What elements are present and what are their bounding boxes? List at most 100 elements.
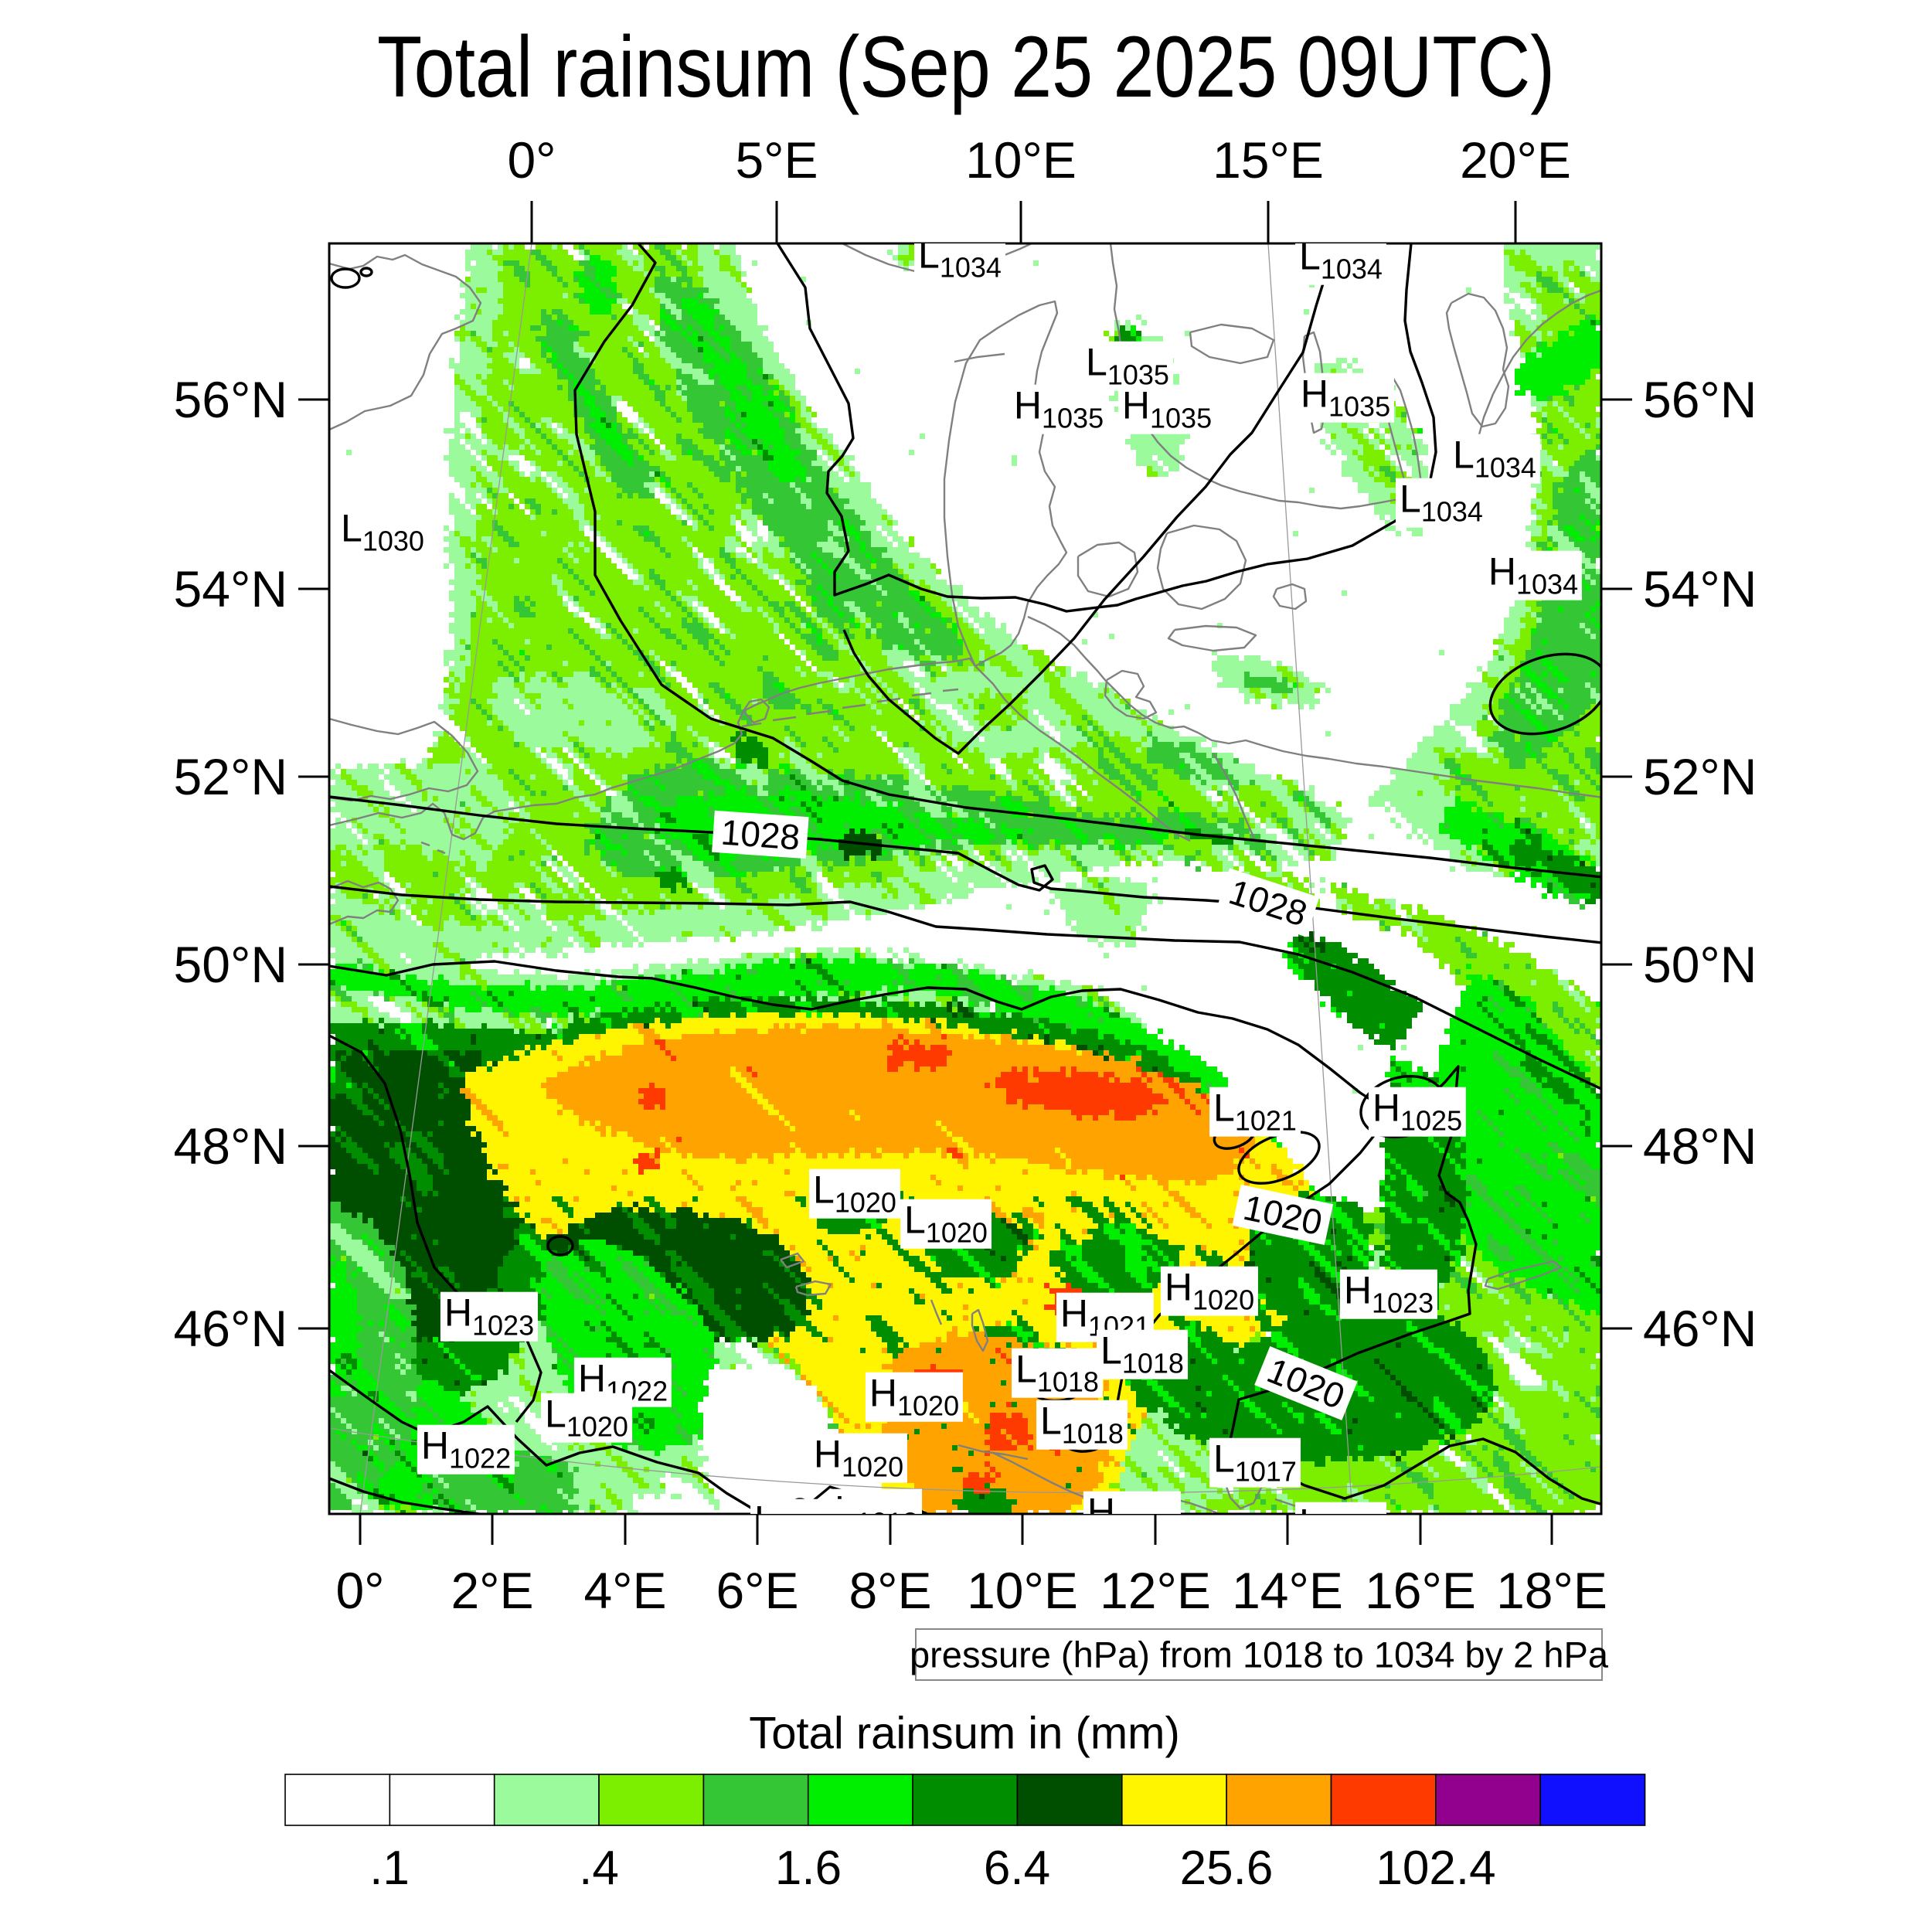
pressure-center-label-H1018: H1018: [1083, 1491, 1182, 1514]
isobar-loop: [359, 267, 373, 277]
pressure-center-label-L1017: L1017: [1209, 1437, 1301, 1488]
tick-label-top: 20°E: [1460, 131, 1571, 189]
tick-label-left: 56°N: [173, 371, 287, 428]
isobar-label-1028: 1028: [712, 810, 809, 859]
tick-label-left: 50°N: [173, 936, 287, 993]
pressure-center-label-L1034: L1034: [914, 243, 1005, 284]
coastline-path: [329, 742, 735, 841]
tick-label-right: 54°N: [1643, 560, 1757, 617]
isobar-label-1020: 1020: [1254, 1346, 1358, 1420]
tick-label-left: 48°N: [173, 1117, 287, 1175]
isobar-path: [329, 1034, 543, 1423]
graticule-line: [1267, 243, 1353, 1514]
colorbar-label: .1: [369, 1842, 410, 1895]
axis-ticks: [298, 201, 1632, 1545]
pressure-center-label-L1017: L1017: [1295, 1502, 1386, 1514]
coastline-path: [437, 849, 446, 855]
tick-label-right: 52°N: [1643, 748, 1757, 805]
tick-label-bottom: 4°E: [583, 1562, 667, 1619]
colorbar-title: Total rainsum in (mm): [749, 1708, 1180, 1759]
coastline-path: [1027, 615, 1601, 798]
legend-box: [915, 1628, 1603, 1681]
pressure-center-label-H1034: H1034: [1484, 550, 1583, 600]
coastline-path: [930, 1299, 943, 1325]
tick-label-bottom: 6°E: [716, 1562, 799, 1619]
tick-label-top: 5°E: [735, 131, 818, 189]
isobar-loop: [330, 267, 361, 289]
graticule: [329, 243, 1601, 1514]
pressure-center-label-L1035: L1035: [1082, 341, 1173, 391]
tick-label-top: 10°E: [965, 131, 1077, 189]
pressure-center-label-H1023: H1023: [1339, 1269, 1438, 1319]
coastline-path: [1212, 753, 1257, 843]
colorbar-box: [1121, 1774, 1227, 1826]
coastline-path: [1156, 524, 1247, 611]
coastline-path: [807, 709, 832, 716]
colorbar-box: [702, 1774, 809, 1826]
pressure-center-label-L1018: L1018: [1036, 1400, 1128, 1450]
colorbar-label: 1.6: [774, 1842, 842, 1895]
coastline-path: [1484, 1260, 1563, 1291]
pressure-center-label-H1025: H1025: [1368, 1087, 1467, 1137]
pressure-center-label-L1018: L1018: [831, 1488, 922, 1514]
tick-label-left: 46°N: [173, 1300, 287, 1357]
colorbar-label: .4: [579, 1842, 619, 1895]
coastline-path: [1445, 292, 1510, 428]
tick-label-left: 54°N: [173, 560, 287, 617]
coastline-path: [954, 352, 1005, 363]
tick-label-bottom: 2°E: [451, 1562, 534, 1619]
pressure-center-label-L1034: L1034: [1396, 478, 1487, 528]
coastline-path: [942, 688, 959, 692]
pressure-center-label-L1020: L1020: [900, 1199, 992, 1249]
tick-label-right: 50°N: [1643, 936, 1757, 993]
tick-label-bottom: 10°E: [967, 1562, 1078, 1619]
colorbar-box: [1435, 1774, 1541, 1826]
isobar-path: [842, 243, 1335, 755]
isobar-loop: [1237, 1131, 1321, 1185]
pressure-center-label-L1034: L1034: [1449, 434, 1540, 484]
pressure-center-label-L1018: L1018: [1012, 1348, 1103, 1398]
coastline-path: [420, 841, 430, 847]
coastline-path: [772, 716, 797, 722]
coastline-path: [975, 665, 1191, 842]
tick-label-top: 15°E: [1213, 131, 1324, 189]
colorbar-box: [598, 1774, 705, 1826]
coastline-path: [911, 692, 932, 697]
colorbar-label: 6.4: [983, 1842, 1051, 1895]
coastline-path: [780, 1252, 805, 1269]
tick-label-right: 46°N: [1643, 1300, 1757, 1357]
colorbar-label: 25.6: [1179, 1842, 1274, 1895]
coastline-path: [957, 1444, 1029, 1461]
coastlines: [329, 243, 1601, 1514]
coastline-path: [741, 722, 762, 728]
coastline-path: [1189, 323, 1275, 365]
colorbar-box: [493, 1774, 600, 1826]
tick-label-left: 52°N: [173, 748, 287, 805]
coastline-path: [329, 879, 400, 926]
pressure-center-label-H1035: H1035: [1009, 384, 1108, 434]
tick-label-right: 48°N: [1643, 1117, 1757, 1175]
coastline-path: [329, 717, 479, 802]
tick-label-bottom: 18°E: [1496, 1562, 1607, 1619]
isobar-path: [329, 1477, 480, 1514]
coastline-path: [842, 703, 866, 709]
map-label-layer: L1034 L1034 L1035 H1035 H1035 H1035 L1030 L1034…: [329, 243, 1601, 1514]
pressure-center-label-L1020: L1020: [541, 1393, 632, 1443]
isobar-loop: [546, 1235, 574, 1257]
isobar-path: [776, 243, 1437, 613]
page-title: Total rainsum (Sep 25 2025 09UTC): [377, 19, 1555, 115]
pressure-center-label-L1020: L1020: [809, 1168, 900, 1219]
pressure-center-label-H1023: H1023: [440, 1291, 539, 1342]
graticule-line: [359, 243, 532, 1514]
coastline-path: [1077, 541, 1139, 598]
colorbar-box: [1330, 1774, 1437, 1826]
coastline-path: [743, 698, 770, 724]
colorbar: [284, 1774, 1646, 1826]
pressure-center-label-H1020: H1020: [865, 1372, 964, 1422]
graticule-parallel-45N: [329, 1427, 1601, 1494]
isobar-loop: [1488, 652, 1601, 736]
colorbar-box: [1226, 1774, 1332, 1826]
colorbar-box: [912, 1774, 1019, 1826]
coastline-path: [794, 1280, 832, 1297]
